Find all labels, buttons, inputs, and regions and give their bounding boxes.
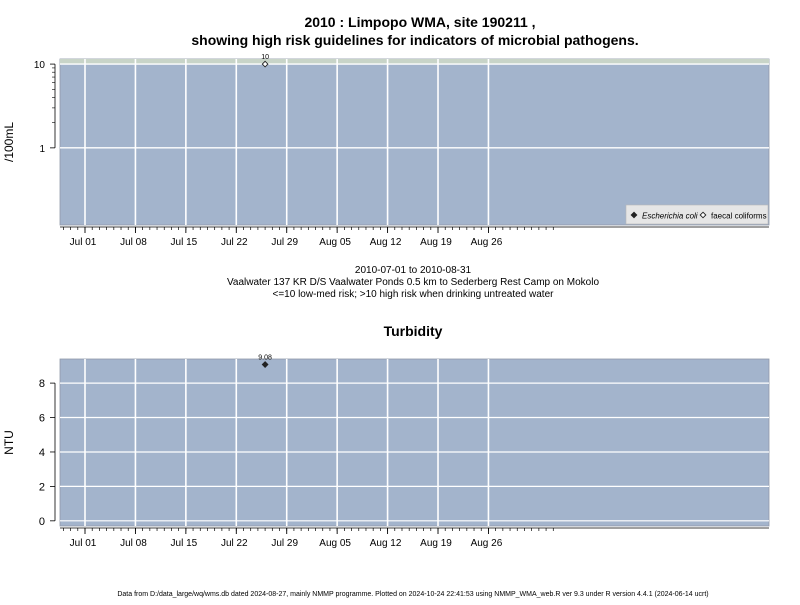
footer-note: Data from D:/data_large/wq/wms.db dated … bbox=[117, 591, 708, 598]
legend-marker bbox=[630, 211, 638, 219]
turbidity-panel: Jul 01 Jul 08 Jul 15 Jul 22 Jul 29 Aug 05 Aug … bbox=[2, 355, 770, 549]
x-tick-label: Aug 05 bbox=[319, 538, 351, 549]
x-tick-label: Aug 19 bbox=[420, 237, 452, 248]
x-tick-label: Jul 15 bbox=[171, 237, 198, 248]
data-label: 10 bbox=[261, 54, 269, 61]
plot-area-microbial bbox=[59, 58, 770, 226]
microbial-panel: Jul 01 Jul 08 Jul 15 Jul 22 Jul 29 Aug 05 Aug … bbox=[2, 54, 770, 248]
y-tick-label: 10 bbox=[34, 60, 46, 71]
x-tick-label: Jul 08 bbox=[120, 237, 147, 248]
data-point bbox=[261, 60, 269, 68]
x-tick-label: Jul 08 bbox=[120, 538, 147, 549]
data-point bbox=[261, 361, 269, 368]
x-tick-label: Jul 29 bbox=[271, 237, 298, 248]
legend-box bbox=[625, 204, 769, 225]
y-tick-label: 8 bbox=[39, 378, 45, 390]
x-tick-label: Aug 26 bbox=[471, 237, 503, 248]
legend-marker bbox=[699, 211, 707, 219]
x-tick-label: Aug 19 bbox=[420, 538, 452, 549]
x-tick-label: Jul 29 bbox=[271, 538, 298, 549]
y-axis-label: NTU bbox=[2, 430, 16, 455]
x-tick-label: Aug 12 bbox=[370, 538, 402, 549]
caption-risk-note: <=10 low-med risk; >10 high risk when dr… bbox=[273, 289, 555, 300]
y-tick-label: 0 bbox=[39, 516, 45, 528]
x-tick-label: Jul 01 bbox=[70, 538, 97, 549]
y-tick-label: 4 bbox=[39, 447, 45, 459]
chart-title-line2: showing high risk guidelines for indicat… bbox=[191, 32, 638, 48]
y-tick-label: 2 bbox=[39, 481, 45, 493]
legend: Escherichia coli faecal coliforms bbox=[625, 204, 769, 225]
plot-area-turbidity bbox=[59, 358, 770, 527]
x-tick-label: Jul 15 bbox=[171, 538, 198, 549]
y-axis-label: /100mL bbox=[2, 122, 16, 162]
x-tick-label: Aug 05 bbox=[319, 237, 351, 248]
y-tick-label: 1 bbox=[39, 144, 45, 155]
legend-label: faecal coliforms bbox=[711, 212, 767, 221]
caption-site: Vaalwater 137 KR D/S Vaalwater Ponds 0.5… bbox=[227, 277, 599, 288]
turbidity-title: Turbidity bbox=[384, 323, 443, 339]
x-tick-label: Jul 01 bbox=[70, 237, 97, 248]
x-tick-label: Aug 26 bbox=[471, 538, 503, 549]
high-risk-band bbox=[60, 59, 769, 65]
x-tick-label: Aug 12 bbox=[370, 237, 402, 248]
x-tick-label: Jul 22 bbox=[221, 538, 248, 549]
y-tick-label: 6 bbox=[39, 413, 45, 425]
data-label: 9.08 bbox=[258, 355, 272, 362]
x-tick-label: Jul 22 bbox=[221, 237, 248, 248]
chart-title-line1: 2010 : Limpopo WMA, site 190211 , bbox=[304, 14, 535, 30]
caption-date-range: 2010-07-01 to 2010-08-31 bbox=[355, 265, 472, 276]
legend-label: Escherichia coli bbox=[642, 212, 698, 221]
